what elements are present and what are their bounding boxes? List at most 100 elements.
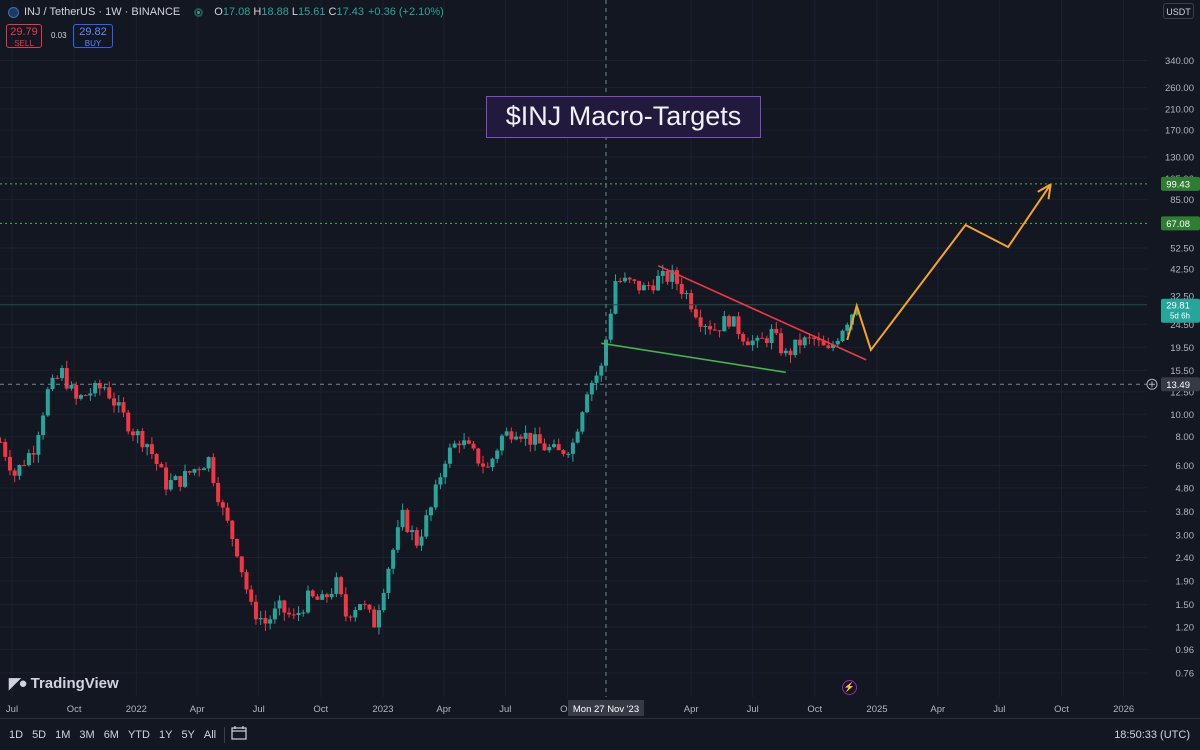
price-tick-label: 1.50: [1176, 600, 1195, 611]
currency-button[interactable]: USDT: [1163, 3, 1194, 19]
candle-body: [826, 345, 831, 349]
time-tick-label: 2025: [866, 704, 887, 715]
descending-resistance-trendline[interactable]: [657, 264, 867, 361]
time-tick-label: Oct: [313, 704, 328, 715]
candle-body: [405, 509, 410, 533]
candle-body: [438, 477, 443, 485]
price-tick-label: 170.00: [1165, 126, 1194, 137]
ohlc-value: 15.61: [297, 6, 326, 18]
timeframe-5d[interactable]: 5D: [32, 728, 47, 741]
candle-body: [698, 317, 703, 327]
candle-body: [400, 509, 405, 528]
candle-body: [665, 271, 670, 282]
symbol-header: INJ / TetherUS · 1W · BINANCE O17.08 H18.…: [0, 0, 444, 24]
candle-body: [235, 539, 240, 557]
candle-body: [216, 482, 221, 503]
candle-body: [722, 316, 727, 332]
ohlc-value: 17.08: [222, 6, 251, 18]
price-chart[interactable]: 340.00260.00210.00170.00130.00105.0085.0…: [0, 0, 1200, 718]
chart-title-annotation[interactable]: $INJ Macro-Targets: [486, 96, 761, 138]
candle-body: [533, 434, 538, 445]
sell-button[interactable]: 29.79 SELL: [6, 24, 42, 48]
candle-body: [547, 447, 552, 451]
ohlc-key: O: [214, 6, 223, 18]
candle-body: [518, 436, 523, 439]
tradingview-logo[interactable]: ◤● TradingView: [9, 673, 119, 693]
candle-body: [760, 337, 765, 339]
tradingview-logo-text: TradingView: [30, 674, 119, 692]
candle-body: [116, 402, 121, 406]
candle-body: [178, 476, 183, 487]
candle-body: [36, 435, 41, 455]
candle-body: [504, 431, 509, 436]
candle-body: [287, 612, 292, 615]
candle-body: [381, 592, 386, 611]
candle-body: [112, 398, 117, 406]
price-tick-label: 15.50: [1170, 366, 1194, 377]
descending-support-trendline[interactable]: [601, 342, 786, 374]
candle-body: [130, 431, 135, 436]
candle-body: [646, 285, 651, 287]
time-tick-label: Jul: [6, 704, 18, 715]
candle-body: [599, 365, 604, 376]
candle-body: [419, 536, 424, 546]
candle-body: [395, 527, 400, 550]
timeframe-ytd[interactable]: YTD: [127, 728, 150, 741]
projection-path[interactable]: [846, 183, 1052, 353]
crosshair-date-tag: [568, 700, 645, 716]
candle-body: [679, 283, 684, 294]
toolbar-divider: [224, 726, 226, 743]
timeframe-6m[interactable]: 6M: [103, 728, 119, 741]
candle-body: [779, 333, 784, 354]
candle-body: [164, 467, 169, 490]
utc-clock[interactable]: 18:50:33 (UTC): [1114, 728, 1190, 741]
candle-body: [816, 338, 821, 341]
price-tick-label: 24.50: [1170, 320, 1194, 331]
candle-body: [339, 577, 344, 595]
candle-body: [145, 444, 150, 448]
candle-body: [523, 432, 528, 439]
candle-body: [154, 454, 159, 464]
symbol-title[interactable]: INJ / TetherUS · 1W · BINANCE: [24, 6, 181, 18]
price-tick-label: 85.00: [1170, 195, 1194, 206]
timeframe-1y[interactable]: 1Y: [158, 728, 173, 741]
candle-body: [537, 434, 542, 444]
lightning-icon[interactable]: ⚡: [842, 680, 857, 695]
candle-body: [386, 568, 391, 593]
candle-body: [514, 436, 519, 440]
price-tick-label: 340.00: [1165, 56, 1194, 67]
candle-body: [324, 594, 329, 598]
candle-body: [329, 593, 334, 598]
timeframe-all[interactable]: All: [203, 728, 217, 741]
ohlc-values: O17.08 H18.88 L15.61 C17.43: [211, 6, 364, 18]
candle-body: [78, 395, 83, 399]
candle-body: [88, 393, 93, 396]
buy-button[interactable]: 29.82 BUY: [73, 24, 113, 48]
add-alert-icon[interactable]: [1146, 378, 1158, 390]
ohlc-key: L: [291, 6, 298, 18]
candle-body: [632, 279, 637, 281]
timeframe-3m[interactable]: 3M: [79, 728, 95, 741]
candle-body: [168, 479, 173, 490]
candle-body: [457, 443, 462, 446]
candle-body: [731, 316, 736, 327]
time-tick-label: Apr: [436, 704, 451, 715]
calendar-icon[interactable]: [231, 726, 247, 743]
timeframe-5y[interactable]: 5Y: [181, 728, 195, 741]
price-change: +0.36 (+2.10%): [368, 6, 444, 18]
target-level-tag: [1161, 176, 1200, 191]
candle-body: [31, 453, 36, 455]
sell-price: 29.79: [10, 26, 38, 38]
price-axis[interactable]: [1147, 0, 1200, 718]
bar-countdown-label: 5d 6h: [1170, 312, 1190, 321]
candle-body: [745, 341, 750, 346]
crosshair-date-label: Mon 27 Nov '23: [573, 704, 639, 715]
timeframe-1d[interactable]: 1D: [9, 728, 24, 741]
timeframe-1m[interactable]: 1M: [55, 728, 71, 741]
price-tick-label: 10.00: [1170, 410, 1194, 421]
price-tick-label: 130.00: [1165, 153, 1194, 164]
candle-body: [3, 441, 8, 457]
candle-body: [126, 412, 131, 432]
candle-body: [660, 271, 665, 276]
